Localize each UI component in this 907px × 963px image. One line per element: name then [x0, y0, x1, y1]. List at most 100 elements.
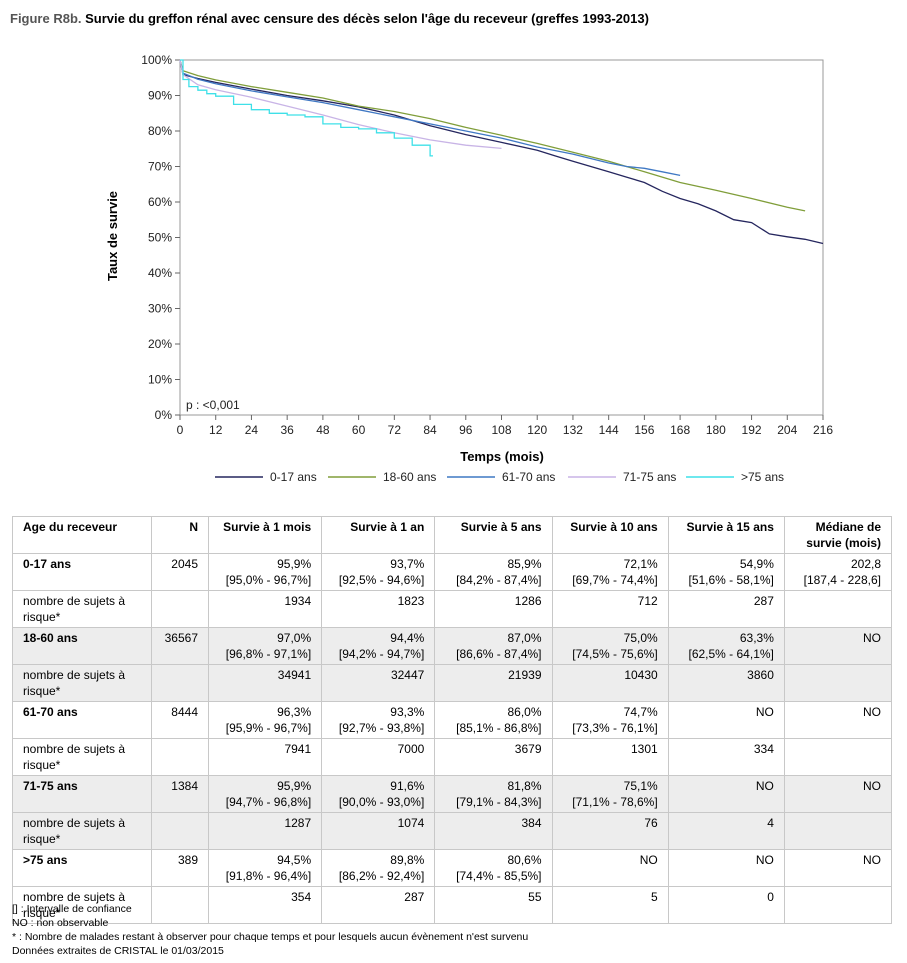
risk-count: 1934: [207, 590, 323, 628]
risk-count: [783, 664, 893, 702]
age-group-label: 71-75 ans: [11, 775, 153, 813]
survival-cell: 96,3% [95,9% - 96,7%]: [207, 701, 323, 739]
x-tick-label: 60: [352, 423, 366, 437]
survival-cell: 81,8% [79,1% - 84,3%]: [434, 775, 553, 813]
table-header-cell: Survie à 10 ans: [551, 516, 669, 554]
age-group-label: 0-17 ans: [11, 553, 153, 591]
survival-cell: 63,3% [62,5% - 64,1%]: [667, 627, 785, 665]
legend-label: >75 ans: [741, 470, 784, 484]
risk-count: 55: [434, 886, 553, 924]
survival-cell: 74,7% [73,3% - 76,1%]: [551, 701, 669, 739]
risk-row: nombre de sujets à risque* 354 287 55 5 0: [11, 886, 893, 924]
x-tick-label: 36: [280, 423, 294, 437]
x-tick-label: 216: [813, 423, 833, 437]
y-tick-label: 50%: [148, 231, 172, 245]
risk-row: nombre de sujets à risque* 34941 32447 2193…: [11, 664, 893, 702]
n-count: 389: [151, 849, 209, 887]
risk-row: nombre de sujets à risque* 1934 1823 1286 71…: [11, 590, 893, 628]
table-row: 61-70 ans 8444 96,3% [95,9% - 96,7%] 93,3% [9…: [11, 701, 893, 739]
risk-count: 7000: [321, 738, 436, 776]
risk-count: 1074: [321, 812, 436, 850]
n-count: 1384: [151, 775, 209, 813]
survival-cell: 89,8% [86,2% - 92,4%]: [321, 849, 436, 887]
table-row: 0-17 ans 2045 95,9% [95,0% - 96,7%] 93,7% [92…: [11, 553, 893, 591]
risk-count: 354: [207, 886, 323, 924]
survival-cell: NO: [783, 627, 893, 665]
y-tick-label: 70%: [148, 160, 172, 174]
figure-title: Figure R8b. Survie du greffon rénal avec…: [10, 11, 649, 26]
x-tick-label: 120: [527, 423, 547, 437]
table-row: 18-60 ans 36567 97,0% [96,8% - 97,1%] 94,4%[…: [11, 627, 893, 665]
risk-count: 5: [551, 886, 669, 924]
risk-count: 3860: [667, 664, 785, 702]
risk-count: [783, 738, 893, 776]
y-tick-label: 30%: [148, 302, 172, 316]
x-tick-label: 24: [245, 423, 259, 437]
survival-cell: NO: [783, 849, 893, 887]
survival-cell: 54,9% [51,6% - 58,1%]: [667, 553, 785, 591]
x-tick-label: 144: [599, 423, 619, 437]
x-tick-label: 132: [563, 423, 583, 437]
footnote-line: NO : non observable: [12, 917, 109, 929]
chart-legend: 0-17 ans 18-60 ans 61-70 ans 71-75 ans >75 a…: [215, 470, 784, 484]
table-header-cell: Survie à 5 ans: [434, 516, 553, 554]
survival-cell: 91,6% [90,0% - 93,0%]: [321, 775, 436, 813]
y-tick-label: 60%: [148, 195, 172, 209]
x-tick-label: 156: [634, 423, 654, 437]
empty-cell: [151, 590, 209, 628]
footnotes: [] : Intervalle de confiance NO : non obs…: [12, 902, 528, 958]
survival-cell: 93,7% [92,5% - 94,6%]: [321, 553, 436, 591]
series-line: [179, 59, 502, 150]
survival-cell: 97,0% [96,8% - 97,1%]: [207, 627, 323, 665]
x-tick-label: 84: [423, 423, 437, 437]
survival-cell: NO: [783, 775, 893, 813]
y-axis-label: Taux de survie: [105, 191, 120, 281]
survival-cell: NO: [783, 701, 893, 739]
survival-cell: 72,1% [69,7% - 74,4%]: [551, 553, 669, 591]
x-tick-label: 96: [459, 423, 473, 437]
figure-title-text: Survie du greffon rénal avec censure des…: [85, 11, 649, 26]
table-header-cell: Médiane de survie (mois): [783, 516, 893, 554]
x-tick-label: 72: [388, 423, 402, 437]
risk-label: nombre de sujets à risque*: [11, 590, 153, 628]
x-tick-label: 0: [177, 423, 184, 437]
table-header-cell: Survie à 1 an: [321, 516, 436, 554]
risk-count: 1301: [551, 738, 669, 776]
risk-count: 287: [321, 886, 436, 924]
survival-cell: 94,4% [94,2% - 94,7%]: [321, 627, 436, 665]
n-count: 36567: [151, 627, 209, 665]
y-tick-label: 80%: [148, 124, 172, 138]
legend-label: 71-75 ans: [623, 470, 676, 484]
y-tick-label: 10%: [148, 373, 172, 387]
risk-label: nombre de sujets à risque*: [11, 812, 153, 850]
survival-cell: 202,8 [187,4 - 228,6]: [783, 553, 893, 591]
survival-cell: NO: [551, 849, 669, 887]
risk-label: nombre de sujets à risque*: [11, 664, 153, 702]
table-header-cell: N: [151, 516, 209, 554]
x-tick-label: 12: [209, 423, 223, 437]
risk-count: 1823: [321, 590, 436, 628]
risk-count: 34941: [207, 664, 323, 702]
table-header-row: Age du receveur N Survie à 1 mois Survie à …: [11, 516, 893, 554]
risk-count: 7941: [207, 738, 323, 776]
footnote-line: Données extraites de CRISTAL le 01/03/20…: [12, 945, 224, 957]
y-tick-label: 0%: [155, 408, 173, 422]
survival-cell: 94,5% [91,8% - 96,4%]: [207, 849, 323, 887]
survival-cell: NO: [667, 775, 785, 813]
legend-label: 0-17 ans: [270, 470, 317, 484]
risk-count: 32447: [321, 664, 436, 702]
risk-count: 287: [667, 590, 785, 628]
empty-cell: [151, 886, 209, 924]
risk-count: 334: [667, 738, 785, 776]
footnote-line: * : Nombre de malades restant à observer…: [12, 931, 529, 943]
age-group-label: 18-60 ans: [11, 627, 153, 665]
p-value-annotation: p : <0,001: [186, 398, 240, 412]
series-line: [179, 59, 681, 177]
risk-count: 1286: [434, 590, 553, 628]
x-tick-label: 48: [316, 423, 330, 437]
x-tick-label: 108: [491, 423, 511, 437]
x-tick-label: 204: [777, 423, 797, 437]
risk-label: nombre de sujets à risque*: [11, 886, 153, 924]
y-tick-label: 100%: [141, 53, 172, 67]
series-line: [180, 59, 433, 157]
